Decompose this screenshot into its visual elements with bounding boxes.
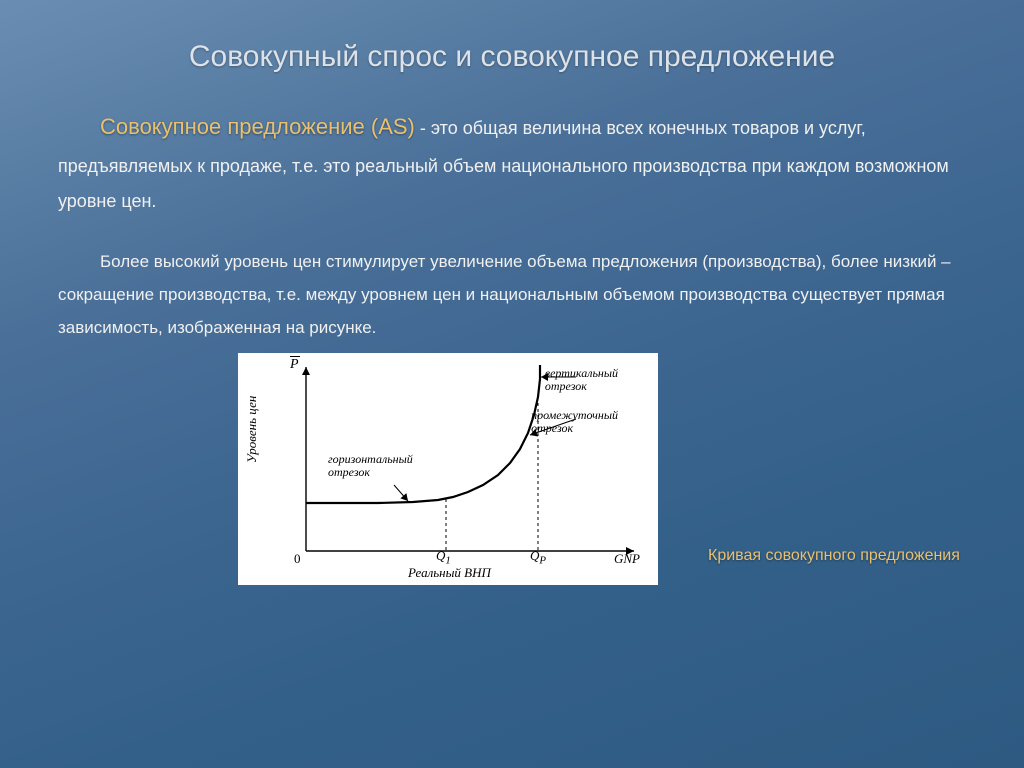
chart-caption: Кривая совокупного предложения bbox=[708, 547, 960, 565]
segment-vertical-label: вертикальныйотрезок bbox=[545, 367, 618, 395]
chart-row: Уровень цен Реальный ВНП 0 P GNP Q1 QP в… bbox=[58, 353, 966, 585]
slide: Совокупный спрос и совокупное предложени… bbox=[0, 0, 1024, 768]
origin-label: 0 bbox=[294, 551, 301, 567]
definition-paragraph: Совокупное предложение (AS) - это общая … bbox=[58, 106, 966, 219]
qp-label: QP bbox=[530, 548, 546, 567]
term-highlight: Совокупное предложение (AS) bbox=[100, 114, 415, 139]
slide-title: Совокупный спрос и совокупное предложени… bbox=[58, 40, 966, 74]
x-axis-label: Реальный ВНП bbox=[408, 565, 491, 581]
gnp-axis-label: GNP bbox=[614, 551, 640, 567]
segment-mid-label: промежуточныйотрезок bbox=[531, 409, 618, 437]
y-axis-label: Уровень цен bbox=[244, 395, 260, 462]
q1-label: Q1 bbox=[436, 548, 451, 567]
p-axis-label: P bbox=[290, 357, 299, 373]
explanation-paragraph: Более высокий уровень цен стимулирует ув… bbox=[58, 245, 966, 344]
as-curve-chart: Уровень цен Реальный ВНП 0 P GNP Q1 QP в… bbox=[238, 353, 658, 585]
segment-horizontal-label: горизонтальныйотрезок bbox=[328, 453, 413, 481]
